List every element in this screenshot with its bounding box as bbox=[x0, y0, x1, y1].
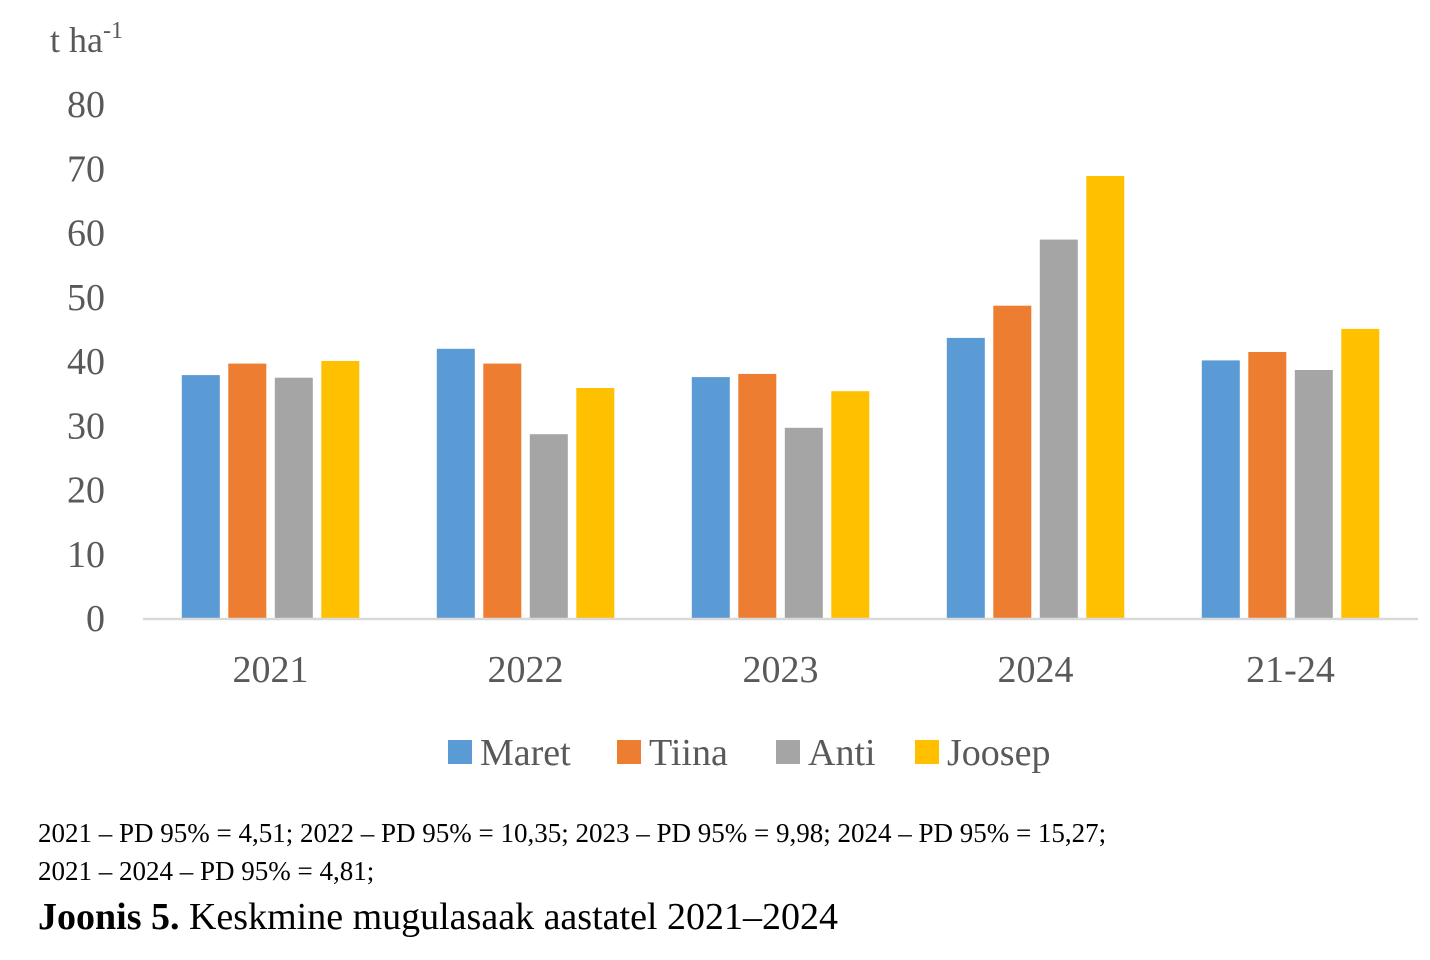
bar-tiina-21-24 bbox=[1248, 352, 1287, 618]
legend-label-anti: Anti bbox=[808, 732, 876, 774]
y-axis-unit-text: t ha-1 bbox=[50, 18, 123, 60]
bar-maret-2024 bbox=[946, 337, 985, 618]
y-tick-label: 30 bbox=[67, 405, 105, 447]
y-tick-label: 50 bbox=[67, 277, 105, 319]
x-tick-label: 2023 bbox=[743, 649, 819, 691]
legend-label-tiina: Tiina bbox=[649, 732, 728, 774]
figure-caption-label: Joonis 5. bbox=[38, 896, 180, 938]
bar-joosep-2021 bbox=[321, 361, 360, 618]
legend-label-maret: Maret bbox=[480, 732, 571, 774]
bar-anti-2021 bbox=[274, 377, 313, 618]
y-tick-label: 60 bbox=[67, 213, 105, 255]
bar-maret-2022 bbox=[436, 348, 475, 618]
bar-maret-2021 bbox=[181, 375, 220, 618]
x-tick-label: 21-24 bbox=[1246, 649, 1335, 691]
bar-anti-2022 bbox=[529, 434, 568, 618]
figure-caption: Joonis 5. Keskmine mugulasaak aastatel 2… bbox=[38, 893, 1418, 941]
bar-anti-21-24 bbox=[1294, 370, 1333, 618]
y-tick-label: 80 bbox=[67, 84, 105, 126]
legend-swatch-anti bbox=[776, 740, 800, 764]
bar-maret-21-24 bbox=[1201, 360, 1240, 618]
bar-anti-2024 bbox=[1039, 239, 1078, 618]
bar-tiina-2021 bbox=[228, 363, 267, 618]
y-tick-label: 0 bbox=[86, 598, 105, 640]
bar-joosep-21-24 bbox=[1341, 328, 1380, 618]
y-tick-label: 40 bbox=[67, 341, 105, 383]
legend-swatch-joosep bbox=[915, 740, 939, 764]
lsd-notes: 2021 – PD 95% = 4,51; 2022 – PD 95% = 10… bbox=[38, 814, 1418, 890]
x-axis-ticks: 2021 2022 2023 2024 21-24 bbox=[233, 649, 1335, 691]
bar-maret-2023 bbox=[691, 377, 730, 618]
bar-tiina-2024 bbox=[993, 305, 1032, 618]
bars bbox=[181, 176, 1380, 618]
bar-joosep-2022 bbox=[576, 388, 615, 618]
legend-swatch-maret bbox=[448, 740, 472, 764]
legend: Maret Tiina Anti Joosep bbox=[448, 732, 1050, 774]
y-tick-label: 20 bbox=[67, 470, 105, 512]
y-tick-label: 70 bbox=[67, 148, 105, 190]
legend-label-joosep: Joosep bbox=[947, 732, 1050, 774]
bar-joosep-2023 bbox=[831, 391, 870, 618]
legend-swatch-tiina bbox=[617, 740, 641, 764]
y-axis-unit-label: t ha-1 bbox=[50, 18, 123, 60]
y-axis-unit-superscript: -1 bbox=[103, 18, 123, 44]
figure-caption-text: Keskmine mugulasaak aastatel 2021–2024 bbox=[179, 896, 838, 938]
bar-anti-2023 bbox=[784, 427, 823, 618]
y-axis-ticks: 0 10 20 30 40 50 60 70 80 bbox=[67, 84, 105, 640]
bar-tiina-2022 bbox=[483, 363, 522, 618]
bar-joosep-2024 bbox=[1086, 176, 1125, 618]
x-tick-label: 2024 bbox=[998, 649, 1074, 691]
x-tick-label: 2022 bbox=[488, 649, 564, 691]
lsd-note-line-2: 2021 – 2024 – PD 95% = 4,81; bbox=[38, 856, 375, 886]
lsd-note-line-1: 2021 – PD 95% = 4,51; 2022 – PD 95% = 10… bbox=[38, 818, 1107, 848]
y-tick-label: 10 bbox=[67, 534, 105, 576]
bar-tiina-2023 bbox=[738, 373, 777, 618]
x-tick-label: 2021 bbox=[233, 649, 309, 691]
